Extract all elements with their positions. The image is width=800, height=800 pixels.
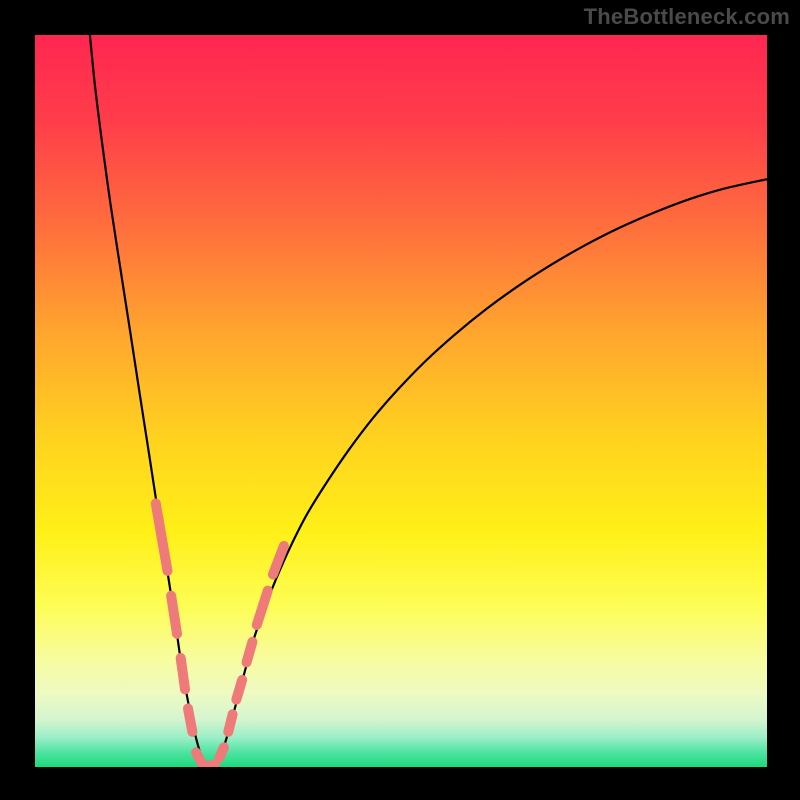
marker-segment <box>181 658 185 689</box>
marker-segment <box>273 546 284 575</box>
data-markers <box>156 503 284 767</box>
marker-segment <box>188 708 192 731</box>
marker-segment <box>196 752 202 763</box>
marker-segment <box>228 714 232 732</box>
marker-segment <box>236 680 242 700</box>
chart-canvas: TheBottleneck.com <box>0 0 800 800</box>
curve-layer <box>35 35 767 767</box>
marker-segment <box>156 503 168 570</box>
marker-segment <box>257 591 268 625</box>
marker-segment <box>219 747 223 757</box>
marker-segment <box>206 764 215 767</box>
marker-segment <box>171 596 177 634</box>
watermark-text: TheBottleneck.com <box>584 4 790 30</box>
plot-area <box>35 35 767 767</box>
marker-segment <box>247 642 253 662</box>
bottleneck-curve <box>90 35 767 766</box>
